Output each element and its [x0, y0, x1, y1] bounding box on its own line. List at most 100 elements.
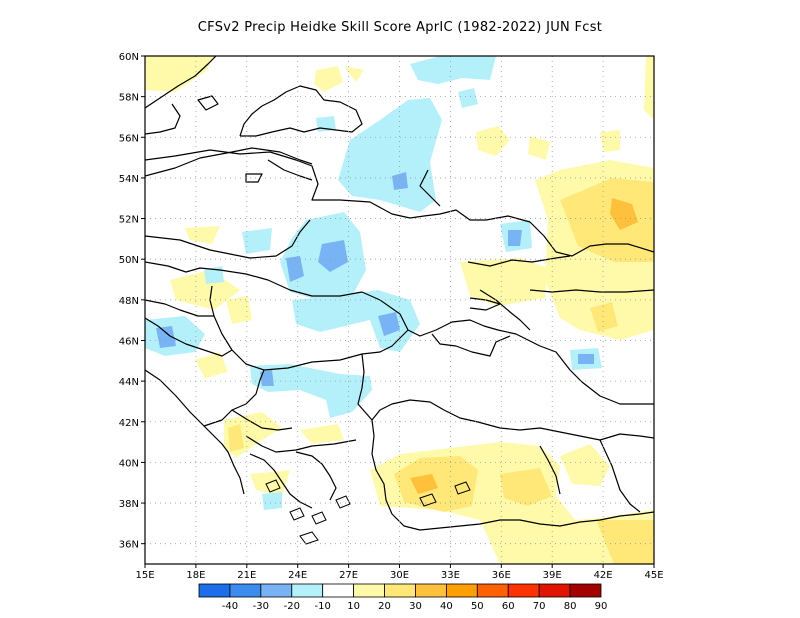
longitude-tick-label: 15E: [135, 570, 154, 581]
positive-skill-area: [460, 258, 548, 306]
positive-skill-area: [560, 444, 610, 486]
positive-skill-area: [300, 424, 344, 444]
country-border: [145, 317, 233, 357]
longitude-tick-label: 33E: [441, 570, 460, 581]
negative-skill-area: [286, 256, 304, 282]
coastline: [245, 173, 263, 183]
colorbar-swatch: [291, 583, 324, 598]
country-border: [145, 261, 363, 297]
coastline: [145, 149, 654, 257]
positive-skill-area: [250, 470, 290, 496]
colorbar-swatch: [384, 583, 416, 598]
latitude-tick-label: 40N: [119, 458, 139, 469]
positive-skill-area: [500, 468, 552, 506]
colorbar-swatch: [353, 583, 385, 598]
island-outline: [454, 481, 471, 495]
country-border: [209, 285, 409, 371]
colorbar-swatch: [415, 583, 447, 598]
colorbar-label: -10: [315, 601, 331, 612]
positive-skill-area: [590, 302, 618, 332]
colorbar-label: 30: [409, 601, 422, 612]
country-border: [145, 147, 313, 177]
longitude-tick-label: 36E: [492, 570, 511, 581]
negative-skill-area: [260, 370, 274, 386]
coastline: [357, 353, 373, 421]
longitude-tick-label: 39E: [543, 570, 562, 581]
country-border: [145, 299, 214, 317]
positive-skill-area: [596, 520, 654, 564]
longitude-axis: 15E 18E 21E 24E 27E 30E 33E 36E 39E 42E 45E: [135, 564, 664, 581]
colorbar-label: 90: [595, 601, 608, 612]
country-border: [231, 409, 293, 431]
negative-skill-area: [458, 88, 478, 108]
negative-skill-area: [338, 98, 442, 212]
coastline: [197, 95, 219, 111]
colorbar-swatch: [476, 583, 509, 598]
skill-shading: [145, 56, 654, 564]
colorbar-label: 20: [378, 601, 391, 612]
colorbar-label: -40: [222, 601, 238, 612]
island-outlines: [265, 479, 471, 545]
country-border: [539, 445, 561, 495]
negative-skill-area: [410, 56, 496, 84]
positive-skill-area: [644, 56, 654, 120]
positive-skill-area: [610, 198, 638, 230]
country-border: [419, 169, 441, 207]
positive-skill-area: [410, 474, 438, 494]
coastline: [239, 85, 363, 137]
positive-skill-area: [145, 56, 215, 92]
colorbar-swatch: [260, 583, 293, 598]
country-border: [467, 255, 571, 267]
map-title: CFSv2 Precip Heidke Skill Score AprIC (1…: [197, 20, 603, 35]
positive-skill-area: [600, 130, 620, 152]
latitude-tick-label: 36N: [119, 540, 139, 551]
coastline: [407, 319, 654, 405]
negative-skill-area: [242, 228, 272, 254]
coastline: [145, 103, 181, 135]
colorbar-label: 60: [502, 601, 515, 612]
negative-skill-area: [578, 354, 594, 364]
negative-skill-area: [508, 230, 522, 246]
colorbar-label: -20: [284, 601, 300, 612]
colorbar-label: -30: [253, 601, 269, 612]
negative-skill-area: [292, 290, 420, 352]
negative-skill-area: [262, 492, 282, 510]
coastline: [145, 56, 217, 109]
negative-skill-area: [392, 172, 408, 190]
colorbar-label: 80: [564, 601, 577, 612]
colorbar-swatch: [507, 583, 540, 598]
country-border: [529, 289, 654, 293]
latitude-tick-label: 38N: [119, 499, 139, 510]
positive-skill-area: [344, 66, 364, 82]
colorbar-swatch: [538, 583, 571, 598]
colorbar-legend: -40 -30 -20 -10 10 20 30 40 50 60 70 80 90: [198, 583, 608, 612]
island-outline: [419, 493, 437, 507]
latitude-tick-label: 48N: [119, 296, 139, 307]
colorbar-swatch: [229, 583, 262, 598]
latitude-tick-label: 58N: [119, 93, 139, 104]
country-border: [599, 439, 641, 513]
colorbar-swatch: [445, 583, 478, 598]
coastline: [295, 451, 337, 501]
latitude-tick-label: 50N: [119, 255, 139, 266]
coastline: [431, 333, 511, 357]
latitude-tick-label: 60N: [119, 52, 139, 63]
latitude-tick-label: 44N: [119, 377, 139, 388]
country-border: [479, 289, 531, 331]
colorbar-label: 40: [440, 601, 453, 612]
longitude-tick-label: 18E: [186, 570, 205, 581]
boundary-lines: [145, 56, 654, 531]
latitude-tick-label: 54N: [119, 174, 139, 185]
positive-skill-area: [314, 66, 343, 92]
country-border: [203, 369, 265, 427]
colorbar-swatch: [198, 583, 231, 598]
latitude-tick-label: 52N: [119, 215, 139, 226]
positive-skill-area: [476, 126, 510, 156]
latitude-tick-label: 56N: [119, 133, 139, 144]
island-outline: [299, 531, 319, 545]
longitude-tick-label: 45E: [644, 570, 663, 581]
coastline: [371, 419, 654, 531]
longitude-tick-label: 30E: [390, 570, 409, 581]
island-outline: [289, 507, 305, 521]
